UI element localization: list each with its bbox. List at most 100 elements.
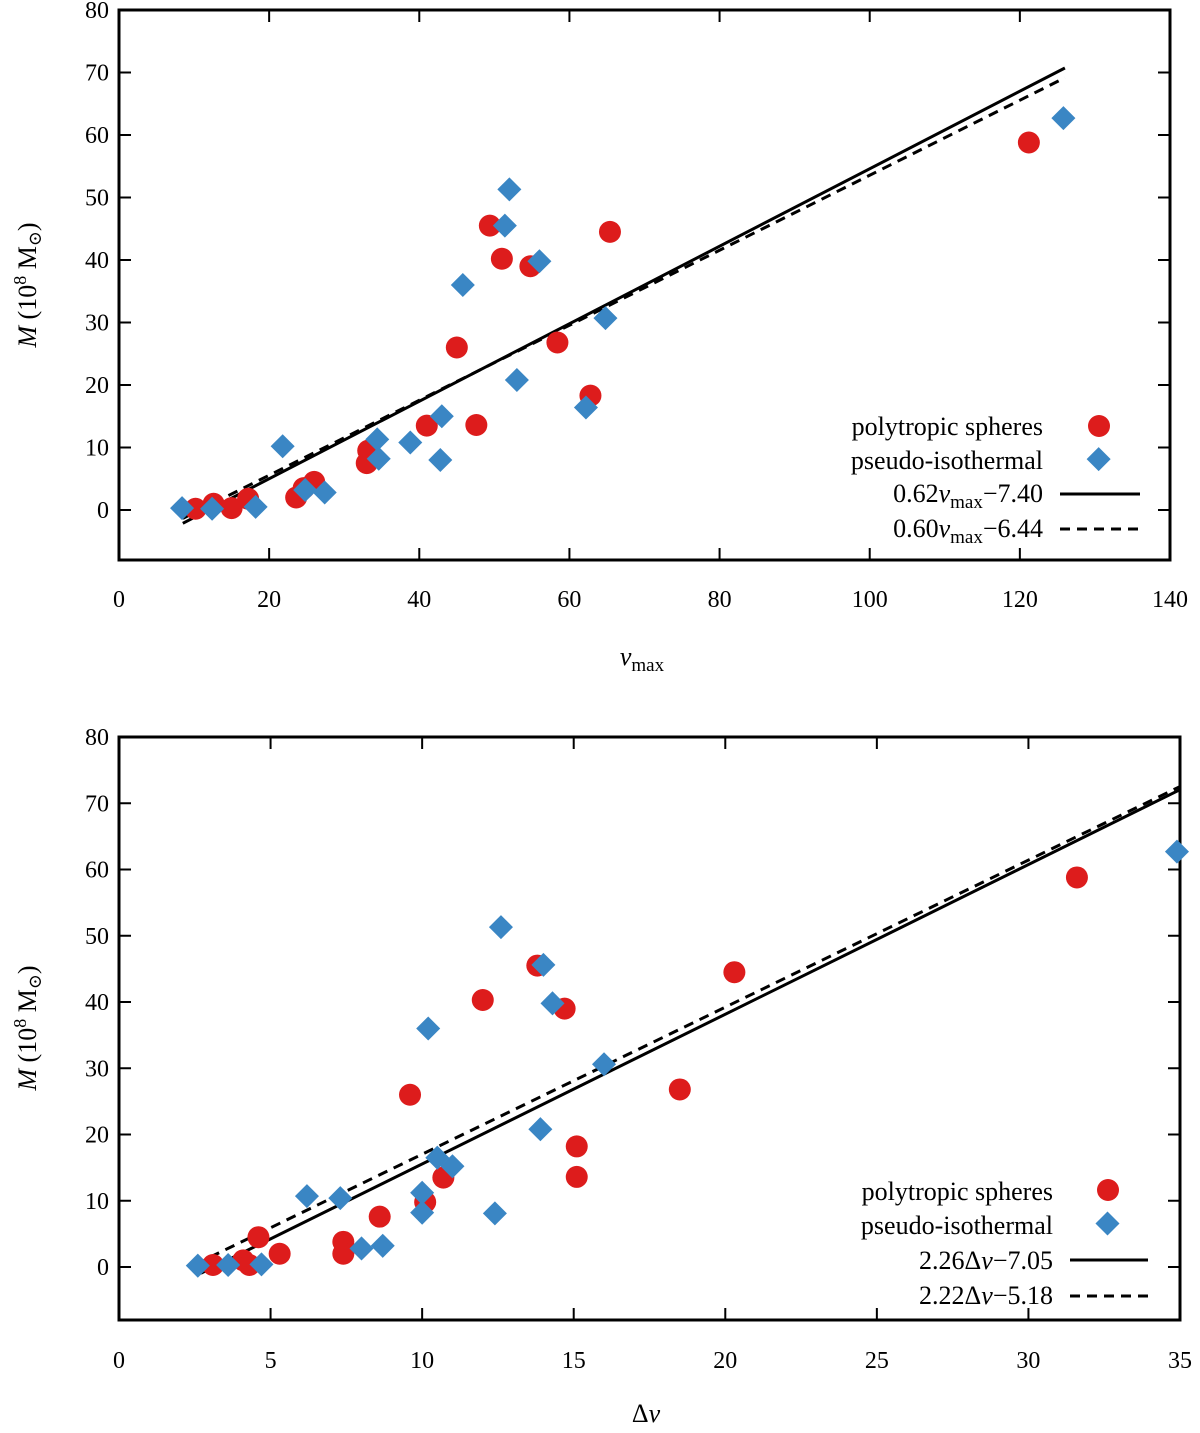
fit-lines: [182, 66, 1066, 525]
data-point-pseudo-isothermal: [398, 430, 423, 455]
y-tick-label: 60: [85, 858, 109, 884]
x-tick-label: 35: [1168, 1348, 1192, 1374]
data-point-pseudo-isothermal: [440, 1154, 465, 1179]
y-ticks: 0 10 20 30 40 50 60 70 80: [85, 0, 1170, 524]
plot-frame: [117, 8, 1172, 562]
y-tick-label: 70: [85, 791, 109, 817]
legend-marker-diamond: [1095, 1211, 1120, 1236]
x-tick-label: 0: [113, 587, 125, 613]
data-point-pseudo-isothermal: [504, 367, 529, 393]
data-point-pseudo-isothermal: [365, 427, 390, 452]
y-tick-label: 20: [85, 1123, 109, 1149]
y-tick-label: 0: [97, 1255, 109, 1281]
chart-bottom: 0 5 10 15 20 25 30 35 0 10 20 30 40 50 60 70 80 Δv M (1…: [10, 725, 1192, 1428]
y-tick-label: 50: [85, 924, 109, 950]
x-tick-label: 25: [865, 1348, 889, 1374]
x-tick-label: 15: [562, 1348, 586, 1374]
data-point-polytropic: [268, 1242, 291, 1265]
x-tick-label: 20: [713, 1348, 737, 1374]
data-point-polytropic: [1017, 131, 1040, 154]
data-point-polytropic: [668, 1078, 691, 1101]
x-ticks: 0 20 40 60 80 100 120 140: [113, 10, 1188, 613]
data-point-polytropic: [415, 414, 438, 437]
y-tick-label: 0: [97, 498, 109, 524]
data-point-pseudo-isothermal: [1051, 106, 1076, 131]
data-point-polytropic: [184, 497, 207, 520]
fit-lines: [194, 785, 1181, 1275]
data-point-pseudo-isothermal: [450, 272, 475, 298]
data-point-polytropic: [723, 961, 746, 984]
data-point-pseudo-isothermal: [1164, 839, 1189, 864]
fit-line-solid: [200, 788, 1181, 1275]
legend-label-polytropic: polytropic spheres: [852, 412, 1043, 441]
data-point-polytropic: [546, 331, 569, 354]
y-tick-label: 10: [85, 1189, 109, 1215]
legend-label-fit-dashed: 2.22Δv−5.18: [919, 1281, 1053, 1310]
y-tick-label: 30: [85, 1056, 109, 1082]
x-tick-label: 140: [1152, 587, 1188, 613]
legend-marker-diamond: [1086, 447, 1111, 472]
data-point-polytropic: [445, 336, 468, 359]
data-point-polytropic: [368, 1205, 391, 1228]
data-point-pseudo-isothermal: [370, 1233, 395, 1258]
data-point-pseudo-isothermal: [492, 213, 517, 238]
data-point-pseudo-isothermal: [592, 1052, 617, 1077]
legend-label-fit-solid: 2.26Δv−7.05: [919, 1246, 1053, 1275]
data-point-pseudo-isothermal: [497, 177, 522, 202]
legend-marker-circle: [1088, 415, 1110, 437]
data-point-polytropic: [471, 989, 494, 1012]
legend-marker-circle: [1097, 1179, 1119, 1201]
data-point-polytropic: [478, 214, 501, 237]
legend-label-fit-dashed: 0.60vmax−6.44: [893, 514, 1043, 548]
y-axis-label: M (108 M⊙): [10, 965, 45, 1091]
fit-line-solid: [182, 66, 1066, 525]
x-tick-label: 5: [265, 1348, 277, 1374]
legend-label-pseudo: pseudo-isothermal: [851, 446, 1043, 475]
y-tick-label: 80: [85, 0, 109, 24]
data-point-polytropic: [490, 247, 513, 270]
x-tick-label: 40: [407, 587, 431, 613]
y-tick-label: 30: [85, 311, 109, 337]
data-point-pseudo-isothermal: [366, 446, 391, 471]
data-point-polytropic: [598, 220, 621, 243]
data-point-pseudo-isothermal: [249, 1252, 274, 1277]
data-point-polytropic: [565, 1165, 588, 1188]
y-tick-label: 10: [85, 436, 109, 462]
x-axis-label: vmax: [620, 642, 665, 676]
x-tick-label: 80: [708, 587, 732, 613]
x-ticks: 0 5 10 15 20 25 30 35: [113, 737, 1192, 1374]
y-tick-label: 70: [85, 61, 109, 87]
y-tick-label: 50: [85, 186, 109, 212]
data-point-pseudo-isothermal: [349, 1236, 374, 1261]
data-point-pseudo-isothermal: [294, 1184, 319, 1209]
data-point-polytropic: [247, 1226, 270, 1249]
x-tick-label: 20: [257, 587, 281, 613]
data-point-pseudo-isothermal: [270, 434, 295, 459]
data-point-polytropic: [332, 1242, 355, 1265]
x-tick-label: 30: [1016, 1348, 1040, 1374]
x-tick-label: 120: [1002, 587, 1038, 613]
data-point-pseudo-isothermal: [312, 480, 337, 505]
legend: polytropic spheres pseudo-isothermal 0.6…: [851, 412, 1140, 548]
data-point-pseudo-isothermal: [216, 1252, 241, 1278]
chart-top: 0 20 40 60 80 100 120 140 0 10 20 30 40 50 60 70 80 vma…: [10, 0, 1188, 676]
data-point-pseudo-isothermal: [328, 1186, 353, 1211]
y-tick-label: 40: [85, 990, 109, 1016]
data-point-polytropic: [565, 1135, 588, 1158]
data-point-pseudo-isothermal: [482, 1201, 507, 1226]
data-points: [170, 106, 1076, 521]
data-point-pseudo-isothermal: [528, 1117, 553, 1142]
y-ticks: 0 10 20 30 40 50 60 70 80: [85, 725, 1180, 1281]
legend-label-pseudo: pseudo-isothermal: [861, 1211, 1053, 1240]
x-tick-label: 10: [410, 1348, 434, 1374]
data-point-pseudo-isothermal: [293, 477, 318, 503]
y-axis-label: M (108 M⊙): [10, 222, 45, 348]
data-point-pseudo-isothermal: [416, 1016, 441, 1041]
x-axis-label: Δv: [632, 1399, 661, 1428]
y-tick-label: 40: [85, 248, 109, 274]
x-tick-label: 60: [557, 587, 581, 613]
data-point-pseudo-isothermal: [429, 404, 454, 429]
x-tick-label: 100: [852, 587, 888, 613]
data-point-pseudo-isothermal: [185, 1253, 210, 1278]
